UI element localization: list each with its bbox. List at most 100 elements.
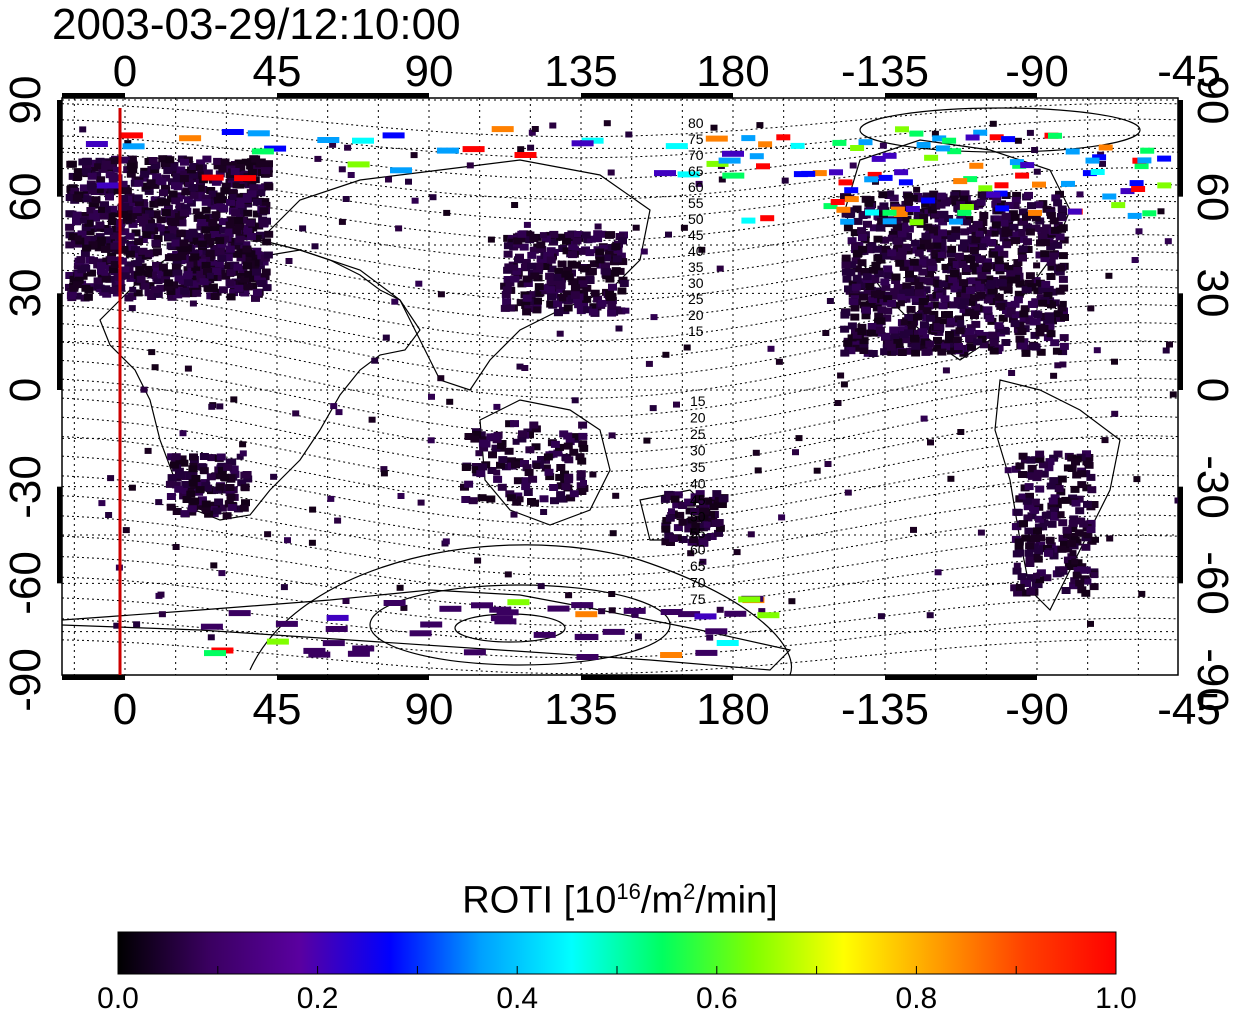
colorbar-tick-label: 0.4 [496, 982, 539, 1015]
roti-cell [529, 421, 539, 429]
colorbar-title-suffix: /min] [695, 879, 778, 922]
roti-cell [999, 219, 1009, 227]
roti-cell [865, 209, 879, 216]
roti-cell [243, 227, 253, 235]
roti-cell [527, 144, 535, 151]
roti-cell [1058, 252, 1068, 260]
roti-cell [932, 135, 947, 142]
roti-cell [1105, 272, 1113, 279]
roti-cell [995, 264, 1005, 272]
roti-cell [126, 209, 136, 217]
roti-cell [1009, 159, 1024, 166]
roti-cell [709, 503, 719, 511]
roti-cell [497, 483, 507, 491]
roti-cell [522, 294, 532, 302]
roti-cell [264, 145, 287, 152]
roti-cell [1046, 243, 1056, 250]
roti-cell [858, 212, 868, 219]
roti-cell [188, 171, 198, 179]
roti-cell [793, 171, 808, 178]
roti-cell [446, 398, 454, 405]
roti-cell [749, 153, 764, 160]
roti-cell [1027, 464, 1037, 472]
roti-cell [841, 254, 851, 262]
roti-cell [549, 230, 559, 238]
roti-cell [176, 471, 186, 479]
roti-cell [997, 200, 1006, 208]
roti-cell [334, 517, 342, 524]
roti-cell [860, 268, 870, 275]
roti-cell [197, 169, 207, 177]
roti-cell [914, 289, 924, 297]
roti-cell [905, 347, 915, 355]
roti-cell [487, 236, 495, 243]
roti-cell [975, 256, 985, 264]
roti-cell [1062, 526, 1072, 534]
roti-cell [578, 421, 588, 429]
roti-cell [924, 242, 934, 250]
roti-cell [1099, 160, 1106, 167]
roti-cell [101, 160, 111, 168]
roti-cell [944, 311, 953, 318]
roti-cell [128, 484, 136, 491]
roti-cell [533, 631, 556, 638]
roti-cell [108, 266, 118, 274]
roti-cell [980, 283, 990, 291]
roti-cell [858, 245, 868, 253]
roti-cell [893, 283, 903, 291]
roti-cell [1001, 223, 1011, 231]
roti-cell [893, 237, 903, 245]
roti-cell [153, 290, 163, 298]
roti-cell [243, 283, 253, 291]
roti-cell [437, 291, 445, 298]
contour-line [62, 435, 1178, 508]
roti-cell [1058, 275, 1068, 283]
roti-cell [547, 293, 556, 301]
roti-cell [226, 216, 236, 224]
roti-cell [976, 198, 986, 206]
roti-cell [1039, 470, 1049, 478]
roti-cell [589, 471, 597, 478]
roti-cell [117, 257, 127, 265]
roti-cell [1033, 581, 1043, 589]
roti-cell [890, 292, 900, 300]
roti-cell [152, 173, 162, 181]
roti-cell [864, 176, 879, 183]
contour-line [62, 304, 1178, 380]
roti-cell [891, 273, 901, 281]
roti-cell [226, 293, 236, 301]
roti-cell [956, 291, 966, 299]
roti-cell [1021, 534, 1031, 542]
roti-cell [234, 284, 244, 292]
roti-cell [654, 170, 676, 177]
roti-cell [1052, 347, 1062, 355]
roti-cell [1032, 474, 1042, 482]
roti-cell [500, 282, 510, 290]
roti-cell [1022, 213, 1031, 221]
roti-cell [72, 211, 82, 219]
roti-cell [1046, 212, 1056, 219]
roti-cell [1077, 470, 1087, 478]
roti-cell [890, 206, 905, 213]
roti-cell [950, 270, 960, 278]
roti-cell [850, 229, 860, 237]
roti-cell [107, 256, 117, 264]
roti-cell [971, 303, 981, 311]
contour-line [62, 359, 1178, 436]
roti-cell [891, 348, 900, 356]
roti-cell [1033, 311, 1043, 319]
roti-cell [1036, 541, 1045, 549]
roti-cell [1035, 455, 1045, 463]
roti-cell [498, 456, 508, 464]
roti-cell [522, 275, 532, 283]
roti-cell [844, 187, 859, 194]
roti-cell [224, 262, 234, 270]
roti-cell [1092, 154, 1107, 161]
roti-cell [100, 201, 109, 209]
roti-cell [136, 275, 146, 283]
roti-cell [249, 194, 259, 202]
roti-cell [73, 262, 83, 270]
contour-label: 70 [690, 575, 706, 591]
top-lon-tick-label: -90 [1005, 47, 1069, 96]
roti-cell [202, 155, 212, 163]
